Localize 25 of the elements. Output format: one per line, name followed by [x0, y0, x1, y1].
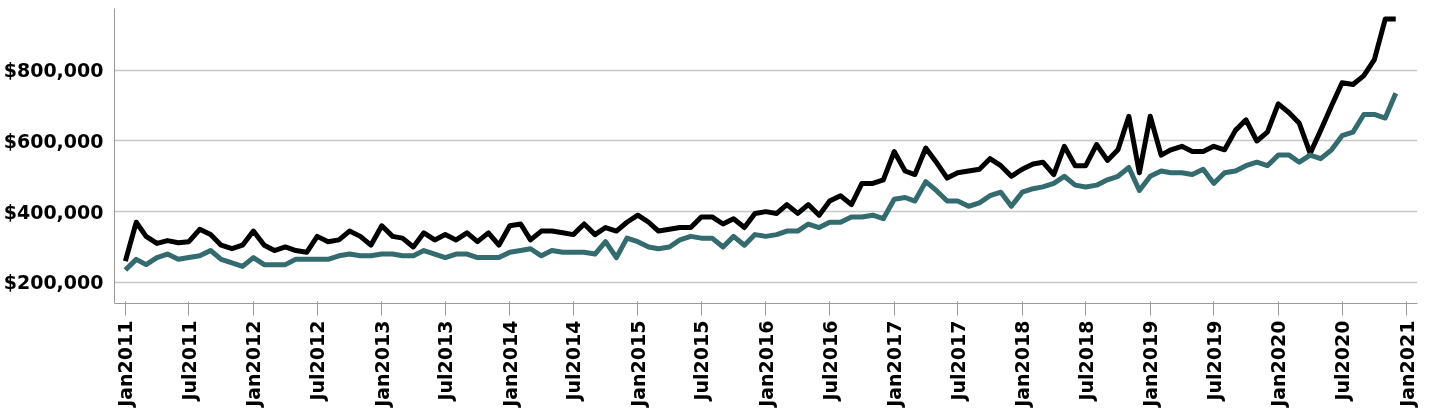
y-tick-label: $600,000	[3, 129, 104, 152]
x-tick-label: Jul2020	[1331, 320, 1354, 403]
y-tick-label: $400,000	[3, 200, 104, 223]
x-tick-label: Jul2015	[690, 320, 713, 403]
x-tick-label: Jan2013	[370, 320, 393, 409]
x-tick-label: Jan2021	[1395, 320, 1418, 409]
x-tick-label: Jul2013	[434, 320, 457, 403]
x-tick-label: Jul2017	[946, 320, 969, 403]
x-tick-label: Jan2017	[883, 320, 906, 409]
x-tick-label: Jul2011	[177, 320, 200, 403]
x-tick-label: Jul2012	[306, 320, 329, 403]
x-tick-label: Jan2012	[242, 320, 265, 409]
x-tick-label: Jan2018	[1011, 320, 1034, 409]
x-tick-label: Jul2018	[1074, 320, 1097, 403]
x-tick-label: Jan2015	[626, 320, 649, 409]
x-tick-label: Jul2014	[562, 320, 585, 403]
x-tick-label: Jul2016	[818, 320, 841, 403]
x-tick-label: Jan2014	[498, 320, 521, 409]
x-tick-label: Jan2011	[114, 320, 137, 409]
y-tick-label: $200,000	[3, 271, 104, 294]
x-tick-label: Jan2020	[1267, 320, 1290, 409]
x-tick-label: Jul2019	[1202, 320, 1225, 403]
x-tick-label: Jan2019	[1139, 320, 1162, 409]
y-tick-label: $800,000	[3, 59, 104, 82]
x-tick-label: Jan2016	[754, 320, 777, 409]
